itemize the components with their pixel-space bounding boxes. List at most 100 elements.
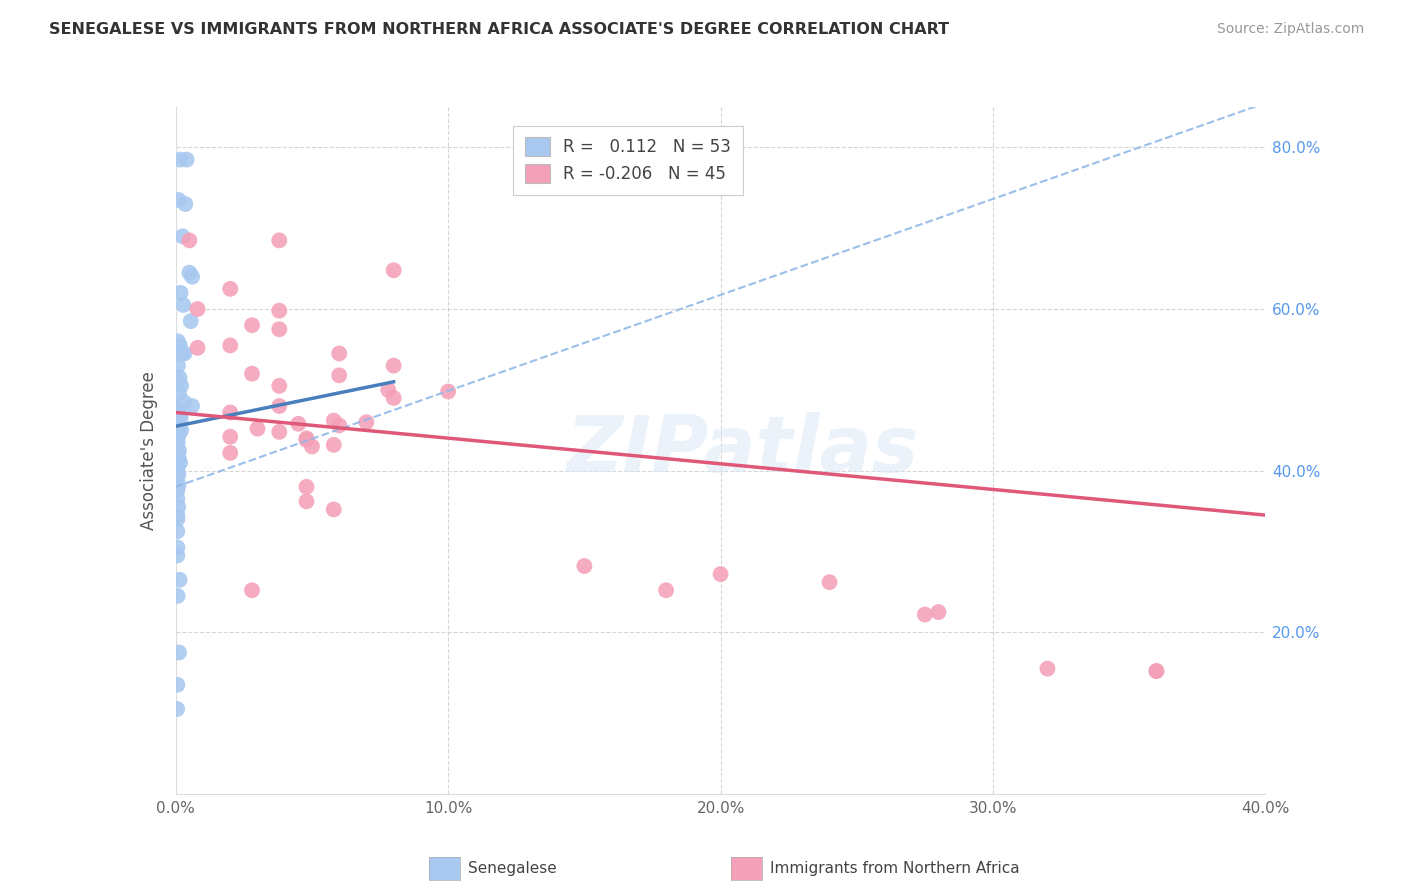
Point [246, 422, 269, 436]
Point [574, 559, 596, 574]
Point [166, 475, 188, 490]
Point [176, 153, 198, 167]
Point [166, 512, 188, 526]
Point [172, 298, 194, 312]
Point [240, 367, 263, 381]
Point [166, 678, 188, 692]
Point [186, 301, 209, 316]
Point [179, 266, 201, 280]
Text: ZIPatlas: ZIPatlas [567, 412, 918, 489]
Text: Senegalese: Senegalese [468, 862, 557, 876]
Point [269, 303, 291, 318]
Point [167, 500, 190, 514]
Point [166, 524, 188, 539]
Point [173, 346, 195, 360]
Point [269, 425, 291, 439]
Point [174, 197, 197, 211]
Point [322, 413, 344, 427]
Point [169, 456, 191, 470]
Point [166, 549, 188, 563]
Point [269, 322, 291, 336]
Point [382, 359, 405, 373]
Point [167, 334, 190, 349]
Point [219, 446, 242, 460]
Point [166, 427, 188, 442]
Point [169, 338, 191, 352]
Point [181, 269, 204, 284]
Point [240, 318, 263, 333]
Point [167, 419, 190, 434]
Point [166, 375, 188, 389]
Point [169, 285, 191, 300]
Point [166, 483, 188, 498]
Point [818, 575, 841, 590]
Point [382, 391, 405, 405]
Point [167, 467, 190, 482]
Text: Source: ZipAtlas.com: Source: ZipAtlas.com [1216, 22, 1364, 37]
Point [301, 439, 323, 453]
Point [655, 583, 678, 598]
Point [219, 338, 242, 352]
Point [269, 379, 291, 393]
Point [166, 589, 188, 603]
Point [179, 233, 201, 247]
Legend: R =   0.112   N = 53, R = -0.206   N = 45: R = 0.112 N = 53, R = -0.206 N = 45 [513, 126, 742, 194]
Point [328, 368, 350, 383]
Point [167, 387, 190, 401]
Point [169, 153, 191, 167]
Point [167, 645, 190, 659]
Point [269, 233, 291, 247]
Point [167, 193, 190, 207]
Point [166, 435, 188, 450]
Point [166, 508, 188, 522]
Point [219, 430, 242, 444]
Point [166, 702, 188, 716]
Point [1144, 664, 1167, 678]
Point [166, 541, 188, 555]
Point [169, 573, 191, 587]
Point [240, 583, 263, 598]
Point [219, 405, 242, 419]
Point [180, 314, 202, 328]
Point [173, 395, 195, 409]
Point [437, 384, 460, 399]
Point [167, 427, 190, 442]
Point [322, 502, 344, 516]
Point [166, 459, 188, 474]
Point [181, 399, 204, 413]
Point [328, 346, 350, 360]
Point [928, 605, 950, 619]
Point [269, 399, 291, 413]
Point [295, 494, 318, 508]
Point [356, 415, 378, 429]
Point [170, 379, 193, 393]
Point [166, 464, 188, 478]
Point [166, 403, 188, 417]
Point [169, 411, 191, 425]
Point [167, 443, 190, 458]
Point [219, 282, 242, 296]
Point [169, 370, 191, 384]
Y-axis label: Associate's Degree: Associate's Degree [139, 371, 157, 530]
Point [914, 607, 936, 622]
Text: Immigrants from Northern Africa: Immigrants from Northern Africa [770, 862, 1021, 876]
Point [166, 419, 188, 434]
Point [377, 383, 399, 397]
Point [1036, 662, 1059, 676]
Point [295, 480, 318, 494]
Point [167, 359, 190, 373]
Text: SENEGALESE VS IMMIGRANTS FROM NORTHERN AFRICA ASSOCIATE'S DEGREE CORRELATION CHA: SENEGALESE VS IMMIGRANTS FROM NORTHERN A… [49, 22, 949, 37]
Point [167, 478, 190, 492]
Point [328, 418, 350, 433]
Point [382, 263, 405, 277]
Point [186, 341, 209, 355]
Point [166, 448, 188, 462]
Point [1144, 664, 1167, 678]
Point [295, 431, 318, 445]
Point [170, 423, 193, 437]
Point [322, 438, 344, 452]
Point [287, 417, 309, 431]
Point [295, 433, 318, 447]
Point [172, 229, 194, 244]
Point [170, 346, 193, 360]
